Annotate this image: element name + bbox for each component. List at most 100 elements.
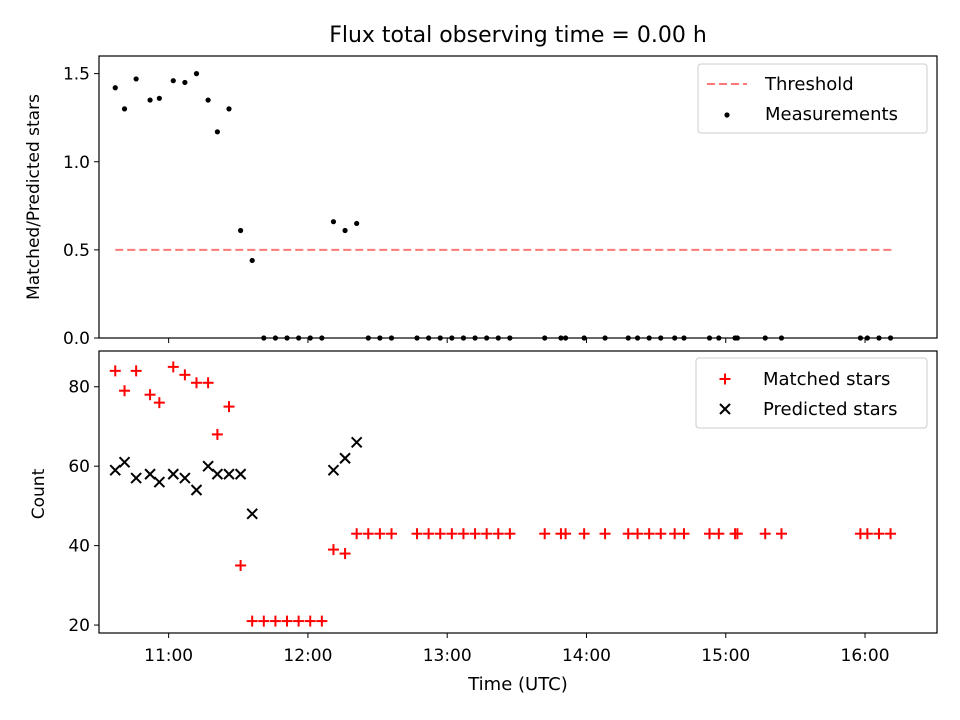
measurement-point — [887, 335, 894, 341]
measurement-point — [238, 227, 244, 234]
matched-star-point — [316, 615, 328, 627]
matched-star-point — [622, 528, 634, 540]
top-y-ticks: 0.0 0.5 1.0 1.5 — [63, 65, 99, 349]
matched-star-point — [202, 377, 214, 389]
bottom-y-axis-label: Count — [29, 468, 49, 519]
measurement-point — [112, 85, 118, 91]
matched-star-point — [731, 528, 743, 540]
bottom-data-marks — [109, 361, 897, 627]
matched-star-point — [109, 365, 121, 377]
predicted-star-point — [130, 472, 142, 484]
measurement-point — [778, 335, 785, 341]
matched-star-point — [457, 528, 469, 540]
y-tick-label: 1.0 — [63, 153, 90, 173]
matched-star-point — [235, 559, 247, 571]
measurement-point — [437, 335, 443, 341]
matched-star-point — [704, 528, 716, 540]
predicted-star-point — [339, 452, 351, 464]
matched-star-point — [119, 385, 131, 397]
legend-predicted-label: Predicted stars — [763, 399, 897, 420]
matched-star-point — [713, 528, 725, 540]
measurement-point — [214, 129, 220, 135]
matched-star-point — [304, 615, 316, 627]
measurement-point — [426, 335, 432, 341]
measurement-point — [121, 106, 128, 112]
predicted-star-point — [223, 468, 235, 480]
matched-star-point — [351, 528, 363, 540]
measurement-point — [249, 257, 255, 264]
y-tick-label: 1.5 — [63, 65, 90, 85]
measurement-point — [762, 335, 768, 341]
measurement-point — [558, 335, 564, 341]
measurement-point — [156, 95, 162, 101]
y-tick-label: 20 — [68, 616, 90, 636]
measurement-point — [296, 335, 302, 341]
matched-star-point — [362, 528, 374, 540]
measurement-point — [205, 97, 211, 103]
y-tick-label: 60 — [68, 457, 90, 477]
measurement-point — [672, 335, 678, 341]
matched-star-point — [678, 528, 690, 540]
matched-star-point — [179, 369, 191, 381]
matched-star-point — [211, 428, 223, 440]
matched-star-point — [423, 528, 435, 540]
matched-star-point — [130, 365, 142, 377]
measurement-point — [681, 335, 687, 341]
measurement-point — [319, 335, 325, 341]
matched-star-point — [669, 528, 681, 540]
measurement-point — [706, 335, 713, 341]
y-tick-label: 40 — [68, 537, 90, 557]
matched-star-point — [269, 615, 281, 627]
x-tick-label: 15:00 — [701, 646, 750, 666]
measurement-point — [646, 335, 652, 341]
matched-star-point — [153, 397, 165, 409]
legend-matched-marker — [719, 373, 731, 385]
matched-star-point — [385, 528, 397, 540]
matched-star-point — [469, 528, 481, 540]
measurement-point — [542, 335, 548, 341]
matched-star-point — [434, 528, 446, 540]
measurement-point — [716, 335, 722, 341]
matched-star-point — [293, 615, 305, 627]
y-tick-label: 0.0 — [63, 329, 90, 349]
matched-star-point — [643, 528, 655, 540]
predicted-star-point — [202, 460, 214, 472]
measurement-point — [602, 335, 608, 341]
matched-star-point — [560, 528, 572, 540]
bottom-y-ticks: 20 40 60 80 — [68, 378, 99, 636]
measurement-point — [876, 335, 882, 341]
matched-star-point — [339, 548, 351, 560]
x-axis-label: Time (UTC) — [467, 674, 568, 695]
matched-star-point — [599, 528, 611, 540]
matched-star-point — [481, 528, 493, 540]
top-panel: 0.0 0.5 1.0 1.5 Matched/Predicted stars Thr… — [24, 55, 938, 349]
predicted-star-point — [234, 468, 247, 480]
matched-star-point — [411, 528, 423, 540]
predicted-star-point — [179, 472, 191, 484]
matched-star-point — [504, 528, 516, 540]
legend-measurements-swatch — [724, 112, 730, 118]
measurement-point — [193, 71, 200, 77]
matched-star-point — [539, 528, 551, 540]
measurement-point — [658, 335, 664, 341]
bottom-panel: 11:00 12:00 13:00 14:00 15:00 16:00 20406080 … — [29, 350, 938, 695]
matched-star-point — [861, 528, 873, 540]
matched-star-point — [492, 528, 504, 540]
measurement-point — [634, 335, 641, 341]
chart-title: Flux total observing time = 0.00 h — [329, 23, 707, 48]
matched-star-point — [775, 528, 787, 540]
measurement-point — [449, 335, 455, 341]
measurement-point — [625, 335, 631, 341]
measurement-point — [460, 335, 467, 341]
predicted-star-point — [246, 508, 258, 520]
measurement-point — [864, 335, 870, 341]
legend-measurements-label: Measurements — [765, 104, 898, 125]
predicted-star-point — [144, 468, 156, 480]
measurement-point — [857, 335, 863, 341]
top-y-axis-label: Matched/Predicted stars — [24, 94, 44, 300]
matched-star-point — [281, 615, 293, 627]
matched-star-point — [873, 528, 885, 540]
measurement-point — [307, 335, 313, 341]
measurement-point — [484, 335, 490, 341]
